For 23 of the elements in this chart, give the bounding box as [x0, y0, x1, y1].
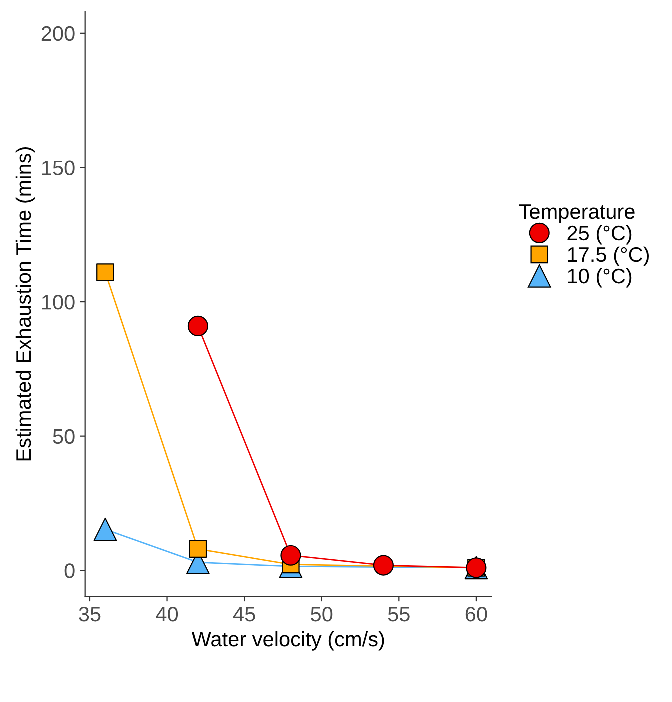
x-tick-label: 50 — [311, 606, 333, 622]
x-tick-label: 35 — [79, 606, 101, 622]
point — [189, 540, 208, 558]
y-axis-title: Estimated Exhaustion Time (mins) — [16, 148, 36, 461]
legend-label: 10 (°C) — [568, 268, 632, 288]
y-tick-label: 150 — [42, 160, 75, 176]
y-tick-label: 200 — [42, 26, 75, 42]
point — [373, 555, 394, 576]
legend-label: 25 (°C) — [568, 225, 632, 245]
y-tick-label: 50 — [53, 429, 75, 444]
point — [280, 545, 302, 566]
x-tick-label: 40 — [156, 606, 178, 622]
point — [94, 518, 118, 542]
point — [188, 316, 208, 336]
x-tick-label: 45 — [233, 607, 256, 622]
point — [96, 264, 114, 282]
x-axis-title: Water velocity (cm/s) — [192, 631, 384, 651]
x-tick-label: 55 — [388, 607, 410, 622]
y-tick-label: 100 — [42, 295, 75, 310]
y-tick-label: 0 — [64, 564, 75, 578]
legend-title: Temperature — [519, 204, 635, 224]
legend-label: 17.5 (°C) — [568, 246, 649, 266]
x-tick-label: 60 — [466, 606, 488, 622]
